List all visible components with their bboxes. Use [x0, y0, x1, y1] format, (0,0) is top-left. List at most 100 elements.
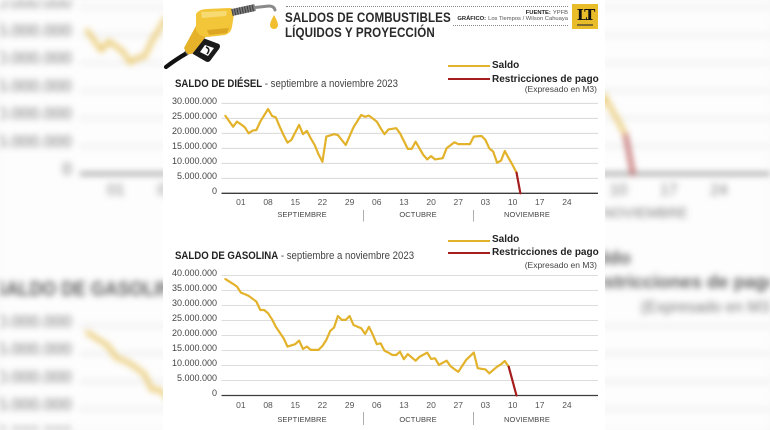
diesel-subtitle: - septiembre a noviembre 2023 [264, 77, 399, 90]
source-value: YPFB [552, 9, 568, 16]
y-tick-label: 15.000.000 [172, 343, 217, 353]
legend-label-restricciones: Restricciones de pago [492, 73, 599, 85]
x-tick-label: 13 [399, 197, 409, 207]
y-tick-label: 0 [212, 186, 217, 196]
x-tick-label: 24 [562, 197, 572, 207]
x-tick-label: 08 [263, 400, 273, 410]
series-line-restricciones-de-pago [507, 365, 518, 397]
y-tick-label: 0 [212, 388, 217, 398]
background-y-tick-label: 20.000.000 [0, 423, 72, 430]
x-tick-label: 01 [236, 197, 246, 207]
background-legend-label-restricciones: Restricciones de pago [580, 273, 770, 294]
y-tick-label: 10.000.000 [172, 156, 217, 166]
gasoline-chart-title: SALDO DE GASOLINA - septiembre a noviembr… [175, 249, 415, 262]
gasoline-subtitle: - septiembre a noviembre 2023 [280, 249, 415, 262]
x-tick-label: 06 [372, 197, 382, 207]
infographic-card: SALDOS DE COMBUSTIBLES LÍQUIDOS Y PROYEC… [163, 0, 605, 430]
y-tick-label: 5.000.000 [177, 171, 217, 181]
x-tick-label: 03 [481, 197, 491, 207]
legend-swatch-saldo [448, 65, 490, 68]
title-line-2: LÍQUIDOS Y PROYECCIÓN [285, 23, 435, 40]
legend-label-saldo: Saldo [492, 233, 520, 245]
diesel-chart-title: SALDO DE DIÉSEL - septiembre a noviembre … [175, 77, 399, 90]
header-divider-bottom [453, 25, 568, 26]
x-tick-label: 24 [562, 400, 572, 410]
y-tick-label: 30.000.000 [172, 298, 217, 308]
series-line-restricciones-de-pago [515, 171, 522, 195]
background-x-tick-label: 24 [710, 182, 728, 199]
header-divider-top [286, 6, 568, 7]
x-tick-label: 29 [345, 400, 355, 410]
x-tick-label: 17 [535, 400, 545, 410]
background-gasoline-title: SALDO DE GASOLINA [0, 278, 185, 301]
logo-underline [577, 24, 593, 26]
x-tick-label: 22 [318, 400, 328, 410]
x-tick-label: 15 [291, 400, 301, 410]
y-tick-label: 25.000.000 [172, 111, 217, 121]
graphic-credit: GRÁFICO: Los Tiempos / Wilson Cahuaya [457, 16, 568, 22]
diesel-title: SALDO DE DIÉSEL [175, 77, 263, 90]
series-line-saldo [224, 107, 518, 174]
source-label: FUENTE: [525, 9, 551, 16]
y-tick-label: 30.000.000 [172, 96, 217, 106]
background-gasoline-unit-note: (Expresado en M3) [640, 296, 770, 316]
background-x-tick-label: 10 [610, 182, 628, 199]
infographic-title: SALDOS DE COMBUSTIBLES LÍQUIDOS Y PROYEC… [285, 10, 451, 39]
x-tick-label: 15 [291, 197, 301, 207]
x-tick-label: 03 [481, 400, 491, 410]
y-tick-label: 15.000.000 [172, 141, 217, 151]
gasoline-title: SALDO DE GASOLINA [175, 249, 279, 262]
graphic-value: Los Tiempos / Wilson Cahuaya [488, 16, 568, 22]
x-tick-label: 20 [426, 400, 436, 410]
month-label: OCTUBRE [399, 210, 436, 219]
background-x-tick-label: 17 [660, 182, 677, 199]
background-y-tick-label: 10.000.000 [0, 104, 72, 123]
background-y-tick-label: 20.000.000 [0, 49, 72, 68]
x-tick-label: 29 [345, 197, 355, 207]
x-tick-label: 01 [236, 400, 246, 410]
x-tick-label: 13 [399, 400, 409, 410]
y-tick-label: 10.000.000 [172, 358, 217, 368]
y-tick-label: 5.000.000 [177, 373, 217, 383]
x-tick-label: 10 [508, 197, 518, 207]
month-label: SEPTIEMBRE [277, 415, 326, 424]
month-label: NOVIEMBRE [504, 210, 550, 219]
x-tick-label: 10 [508, 400, 518, 410]
background-y-tick-label: 5.000.000 [0, 132, 72, 151]
legend-label-saldo: Saldo [492, 60, 520, 71]
background-y-tick-label: 0 [62, 160, 71, 179]
x-tick-label: 27 [454, 197, 464, 207]
background-y-tick-label: 25.000.000 [0, 21, 72, 40]
background-month-label: NOVIEMBRE [603, 204, 688, 220]
y-tick-label: 25.000.000 [172, 313, 217, 323]
gasoline-unit-note: (Expresado en M3) [524, 259, 597, 270]
fuel-nozzle-icon [163, 4, 278, 70]
background-y-tick-label: 30.000.000 [0, 367, 72, 386]
x-tick-label: 08 [263, 197, 273, 207]
legend-label-restricciones: Restricciones de pago [492, 247, 599, 258]
background-y-tick-label: 30.000.000 [0, 0, 72, 12]
x-tick-label: 20 [426, 197, 436, 207]
background-y-tick-label: 25.000.000 [0, 395, 72, 414]
month-label: SEPTIEMBRE [277, 210, 326, 219]
y-tick-label: 40.000.000 [172, 268, 217, 278]
x-tick-label: 22 [318, 197, 328, 207]
los-tiempos-logo: LT [572, 4, 598, 29]
legend-swatch-saldo [448, 239, 490, 242]
x-tick-label: 27 [454, 400, 464, 410]
background-x-tick-label: 01 [107, 182, 124, 199]
logo-text: LT [576, 5, 595, 24]
y-tick-label: 35.000.000 [172, 283, 217, 293]
legend-swatch-restricciones [448, 78, 490, 81]
background-y-tick-label: 35.000.000 [0, 340, 72, 359]
y-tick-label: 20.000.000 [172, 126, 217, 136]
background-y-tick-label: 15.000.000 [0, 76, 72, 95]
month-label: NOVIEMBRE [504, 415, 550, 424]
legend-swatch-restricciones [448, 252, 490, 255]
background-series-line-restricciones-de-pago [623, 133, 635, 176]
x-tick-label: 17 [535, 197, 545, 207]
diesel-unit-note: (Expresado en M3) [524, 84, 597, 95]
source-credit: FUENTE: YPFB [526, 10, 568, 16]
x-tick-label: 06 [372, 400, 382, 410]
y-tick-label: 20.000.000 [172, 328, 217, 338]
